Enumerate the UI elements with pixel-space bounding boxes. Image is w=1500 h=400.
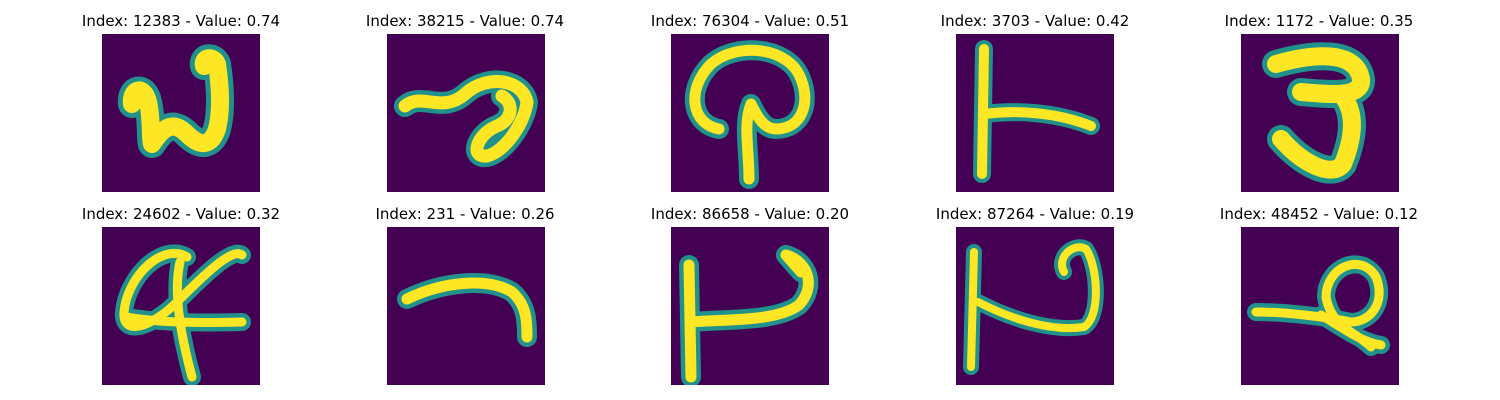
glyph-arc <box>397 273 537 347</box>
glyph-n-zigzag <box>117 44 235 158</box>
glyph-l-hook <box>679 245 819 385</box>
glyph-bar-hook <box>963 239 1104 375</box>
panel-title-3: Index: 76304 - Value: 0.51 <box>650 12 850 30</box>
digit-image-2 <box>387 34 545 192</box>
digit-image-4 <box>956 34 1114 192</box>
glyph-hook-zigzag <box>1262 42 1375 184</box>
digit-image-10 <box>1241 227 1399 385</box>
panel-title-9: Index: 87264 - Value: 0.19 <box>935 205 1135 223</box>
digit-image-1 <box>102 34 260 192</box>
glyph-mushroom <box>684 40 815 189</box>
digit-image-5 <box>1241 34 1399 192</box>
panel-title-7: Index: 231 - Value: 0.26 <box>375 205 555 223</box>
panel-title-2: Index: 38215 - Value: 0.74 <box>365 12 565 30</box>
glyph-loop-stroke <box>394 70 538 167</box>
panel-title-5: Index: 1172 - Value: 0.35 <box>1224 12 1414 30</box>
digit-image-7 <box>387 227 545 385</box>
panel-title-1: Index: 12383 - Value: 0.74 <box>81 12 281 30</box>
glyph-vertical-with-arm <box>973 40 1100 183</box>
digit-image-6 <box>102 227 260 385</box>
panel-title-8: Index: 86658 - Value: 0.20 <box>650 205 850 223</box>
digit-image-9 <box>956 227 1114 385</box>
digit-image-8 <box>671 227 829 385</box>
digit-image-3 <box>671 34 829 192</box>
glyph-loop-tail <box>1247 255 1390 356</box>
panel-title-4: Index: 3703 - Value: 0.42 <box>940 12 1130 30</box>
glyph-loop-cross <box>115 244 251 385</box>
panel-title-6: Index: 24602 - Value: 0.32 <box>81 205 281 223</box>
panel-title-10: Index: 48452 - Value: 0.12 <box>1219 205 1419 223</box>
